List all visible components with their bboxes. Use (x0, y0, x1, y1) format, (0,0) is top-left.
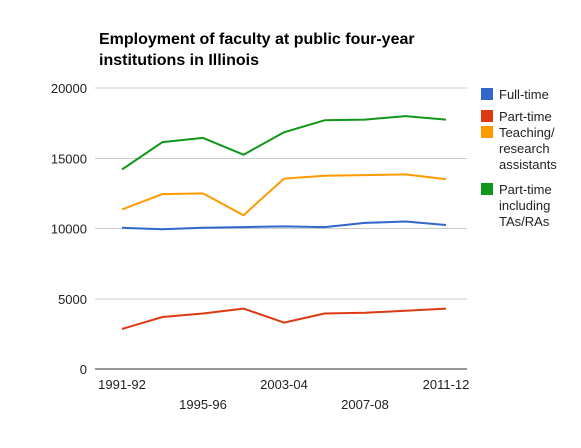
chart-title-line: Employment of faculty at public four-yea… (99, 31, 415, 48)
legend-label: TAs/RAs (499, 214, 550, 229)
x-tick-label: 2003-04 (260, 377, 308, 392)
series-line-2 (121, 307, 447, 330)
legend-label: Full-time (499, 87, 549, 102)
chart-title-line: institutions in Illinois (99, 52, 259, 69)
x-tick-label: 1991-92 (98, 377, 146, 392)
series-line-1 (121, 220, 447, 231)
series-line-4 (121, 115, 447, 171)
legend: Full-timePart-timeTeaching/researchassis… (481, 87, 557, 229)
legend-label: Teaching/ (499, 125, 555, 140)
legend-label: research (499, 141, 550, 156)
legend-swatch (481, 183, 493, 195)
y-tick-label: 5000 (58, 292, 87, 307)
y-tick-label: 15000 (51, 151, 87, 166)
legend-label: Part-time (499, 182, 552, 197)
y-tick-label: 20000 (51, 81, 87, 96)
legend-label: assistants (499, 157, 557, 172)
legend-swatch (481, 126, 493, 138)
series-lines (121, 115, 447, 330)
x-tick-label: 2011-12 (423, 377, 470, 392)
x-tick-label: 2007-08 (341, 397, 389, 412)
x-axis-tick-labels: 1991-92 1995-96 2003-04 2007-08 2011-12 (98, 377, 469, 412)
legend-swatch (481, 110, 493, 122)
y-tick-label: 0 (80, 362, 87, 377)
legend-label: Part-time (499, 109, 552, 124)
y-axis-tick-labels: 0 5000 10000 15000 20000 (51, 81, 87, 377)
chart-title: Employment of faculty at public four-yea… (99, 31, 415, 69)
legend-swatch (481, 88, 493, 100)
series-line-3 (121, 173, 447, 217)
x-tick-label: 1995-96 (179, 397, 227, 412)
legend-label: including (499, 198, 550, 213)
y-tick-label: 10000 (51, 222, 87, 237)
